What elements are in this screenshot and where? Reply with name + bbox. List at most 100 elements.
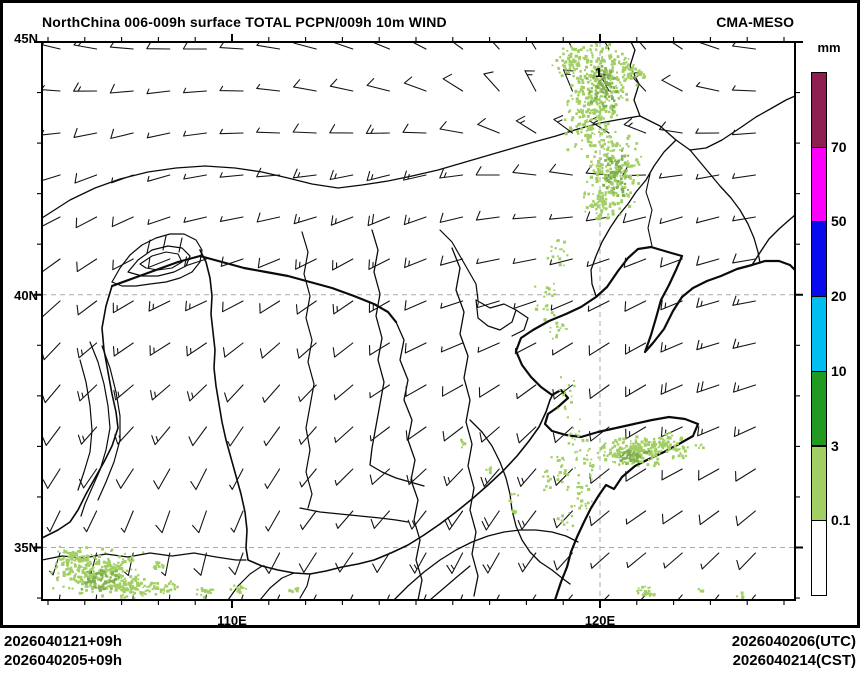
precip-dot — [627, 134, 631, 138]
precip-dot — [595, 70, 599, 74]
geo-boundary-line — [259, 572, 295, 600]
precip-dot — [566, 104, 569, 106]
precip-dot — [624, 56, 627, 60]
precip-dot — [612, 66, 614, 69]
wind-barb — [333, 384, 354, 401]
precip-dot — [619, 459, 622, 462]
precip-dot — [106, 575, 109, 578]
precip-dot — [156, 562, 160, 566]
precip-dot — [603, 72, 606, 75]
precip-dot — [634, 447, 637, 451]
wind-barb — [638, 42, 647, 50]
wind-barb — [477, 342, 500, 353]
precip-dot — [593, 109, 597, 112]
precip-dot — [607, 213, 610, 216]
wind-barb — [229, 468, 244, 490]
precip-dot — [582, 196, 586, 199]
wind-barb — [161, 552, 171, 577]
wind-barb — [184, 256, 207, 267]
precip-dot — [83, 576, 86, 579]
precip-dot — [641, 585, 644, 589]
precip-dot — [125, 595, 129, 598]
precip-dot — [610, 55, 613, 59]
wind-barb — [695, 173, 720, 180]
wind-barb — [732, 295, 756, 306]
precip-dot — [598, 91, 601, 94]
precip-dot — [602, 90, 606, 93]
wind-barb — [334, 468, 354, 486]
precip-dot — [581, 89, 585, 93]
precip-dot — [489, 466, 492, 469]
precip-dot — [588, 448, 591, 451]
wind-barb — [332, 258, 354, 271]
precip-dot — [600, 50, 603, 54]
precip-dot — [209, 588, 212, 591]
precip-dot — [154, 566, 158, 570]
geo-boundary-line — [199, 249, 553, 575]
precip-dot — [612, 157, 616, 160]
wind-barb — [603, 594, 610, 600]
wind-barb — [625, 426, 647, 440]
precip-dot — [620, 181, 624, 184]
precip-dot — [562, 523, 566, 526]
geo-boundary-line — [645, 173, 653, 247]
precip-dot — [104, 570, 108, 573]
precip-dot — [549, 486, 552, 489]
precip-dot — [585, 438, 589, 442]
precip-dot — [101, 585, 104, 588]
precip-dot — [600, 72, 603, 76]
precip-dot — [600, 90, 603, 93]
precip-dot — [59, 558, 63, 561]
precip-dot — [567, 110, 571, 114]
precip-dot — [110, 587, 113, 590]
wind-barb — [76, 342, 98, 359]
precip-dot — [557, 329, 561, 332]
precip-dot — [155, 561, 159, 564]
precip-dot — [603, 91, 607, 95]
precip-dot — [620, 156, 624, 160]
precip-dot — [609, 150, 612, 152]
precip-dot — [229, 588, 233, 591]
precip-dot — [585, 110, 588, 113]
precip-dot — [195, 593, 198, 596]
precip-dot — [596, 194, 600, 198]
wind-barb — [459, 594, 464, 600]
precip-dot — [79, 547, 81, 550]
precip-dot — [595, 91, 598, 94]
precip-dot — [563, 469, 567, 472]
wind-barb — [227, 426, 244, 447]
precip-dot — [578, 100, 581, 103]
precip-dot — [576, 450, 579, 453]
wind-barb — [589, 510, 610, 527]
precip-dot — [114, 588, 118, 592]
precip-dot — [602, 204, 605, 207]
precip-dot — [91, 575, 95, 579]
precip-dot — [613, 99, 616, 103]
precip-dot — [599, 132, 603, 136]
precip-dot — [62, 573, 66, 577]
precip-dot — [606, 135, 609, 139]
colorbar-segment — [811, 146, 827, 223]
precip-dot — [623, 457, 627, 460]
precip-dot — [615, 455, 619, 459]
precip-dot — [594, 79, 598, 83]
precip-dot — [575, 63, 579, 66]
precip-dot — [601, 84, 604, 87]
precip-dot — [593, 108, 596, 111]
precip-dot — [647, 458, 650, 461]
precip-dot — [105, 561, 108, 564]
precip-dot — [587, 487, 591, 491]
precip-dot — [614, 50, 617, 53]
precip-dot — [632, 446, 635, 449]
precip-dot — [110, 549, 113, 552]
precip-dot — [84, 585, 88, 588]
precip-dot — [584, 210, 587, 213]
precip-dot — [87, 577, 90, 580]
precip-dot — [57, 550, 60, 553]
precip-dot — [554, 247, 557, 250]
precip-dot — [589, 145, 592, 148]
precip-dot — [553, 314, 556, 317]
precip-dot — [143, 584, 146, 587]
precip-dot — [597, 161, 600, 165]
precip-dot — [589, 60, 593, 63]
